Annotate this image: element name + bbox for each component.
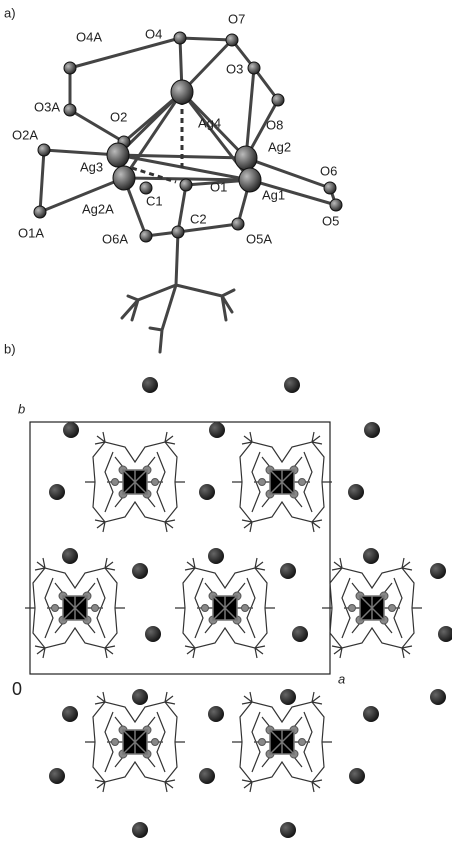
atom xyxy=(232,218,244,230)
atom xyxy=(172,226,184,238)
atom-label: Ag2A xyxy=(82,201,114,216)
cation xyxy=(208,548,224,564)
atom xyxy=(64,104,76,116)
atom xyxy=(226,34,238,46)
atom xyxy=(113,166,135,190)
atom xyxy=(140,182,152,194)
cluster xyxy=(85,692,185,792)
bond xyxy=(40,150,44,212)
atom-label: O6A xyxy=(102,231,128,246)
atom xyxy=(239,168,261,192)
cation xyxy=(63,422,79,438)
atom xyxy=(324,182,336,194)
cation xyxy=(199,768,215,784)
atom xyxy=(64,62,76,74)
atom xyxy=(272,94,284,106)
cation xyxy=(49,484,65,500)
cation xyxy=(199,484,215,500)
atom-label: C2 xyxy=(190,211,207,226)
atom-label: O2A xyxy=(12,127,38,142)
cation xyxy=(363,706,379,722)
atom-label: O5 xyxy=(322,213,339,228)
panel-label: a) xyxy=(4,5,16,20)
cation xyxy=(430,563,446,579)
packing xyxy=(25,377,452,838)
cation xyxy=(208,706,224,722)
cation xyxy=(132,689,148,705)
atom xyxy=(174,32,186,44)
atom xyxy=(38,144,50,156)
cation xyxy=(364,422,380,438)
molecule: O4 O7 O4A O3 Ag4 O8 O3A O2 O2A Ag3 Ag2 O6 C1 O1 Ag1 O5 O… xyxy=(12,11,342,352)
atom xyxy=(34,206,46,218)
atom-label: Ag3 xyxy=(80,159,103,174)
atom-label: O1A xyxy=(18,225,44,240)
cluster xyxy=(322,558,422,658)
axis-label: a xyxy=(338,671,345,686)
atom-label: O3A xyxy=(34,99,60,114)
cluster xyxy=(25,558,125,658)
atom-label: C1 xyxy=(146,193,163,208)
bond xyxy=(180,38,232,40)
cation xyxy=(49,768,65,784)
origin-label: 0 xyxy=(12,679,22,699)
atom xyxy=(180,179,192,191)
atom-label: O3 xyxy=(226,61,243,76)
atom-label: O6 xyxy=(320,163,337,178)
atom xyxy=(235,146,257,170)
atom-label: O4A xyxy=(76,29,102,44)
cation xyxy=(62,706,78,722)
atom-label: Ag1 xyxy=(262,187,285,202)
cation xyxy=(349,768,365,784)
cation xyxy=(145,626,161,642)
atom xyxy=(107,143,129,167)
cation xyxy=(438,626,452,642)
bond xyxy=(178,224,238,232)
cation xyxy=(292,626,308,642)
atom-label: Ag4 xyxy=(198,115,221,130)
figure: a) O4 O7 O4A O3 Ag4 O8 O3A O2 O2A Ag3 Ag2 O6 C1 O1 Ag1… xyxy=(0,0,452,863)
cation xyxy=(363,548,379,564)
cluster xyxy=(85,432,185,532)
cation xyxy=(132,563,148,579)
cluster xyxy=(232,432,332,532)
atom-label: O7 xyxy=(228,11,245,26)
cluster xyxy=(175,558,275,658)
cation xyxy=(62,548,78,564)
cation xyxy=(209,422,225,438)
atom-label: O2 xyxy=(110,109,127,124)
atom-label: O1 xyxy=(210,179,227,194)
cation xyxy=(348,484,364,500)
atom-label: O4 xyxy=(145,26,162,41)
bond xyxy=(178,185,186,232)
cation xyxy=(142,377,158,393)
unit-cell xyxy=(30,422,330,674)
atom xyxy=(171,80,193,104)
cation xyxy=(284,377,300,393)
cation xyxy=(280,822,296,838)
page: a) O4 O7 O4A O3 Ag4 O8 O3A O2 O2A Ag3 Ag2 O6 C1 O1 Ag1… xyxy=(0,0,452,863)
panel-label: b) xyxy=(4,341,16,356)
atom-label: O8 xyxy=(266,117,283,132)
tert-butyl xyxy=(122,232,234,352)
cluster xyxy=(232,692,332,792)
cation xyxy=(280,563,296,579)
axis-label: b xyxy=(18,401,25,416)
atom xyxy=(140,230,152,242)
atom xyxy=(330,199,342,211)
atom xyxy=(248,62,260,74)
cation xyxy=(430,689,446,705)
atom-label: Ag2 xyxy=(268,139,291,154)
cation xyxy=(132,822,148,838)
cation xyxy=(280,689,296,705)
atom-label: O5A xyxy=(246,231,272,246)
